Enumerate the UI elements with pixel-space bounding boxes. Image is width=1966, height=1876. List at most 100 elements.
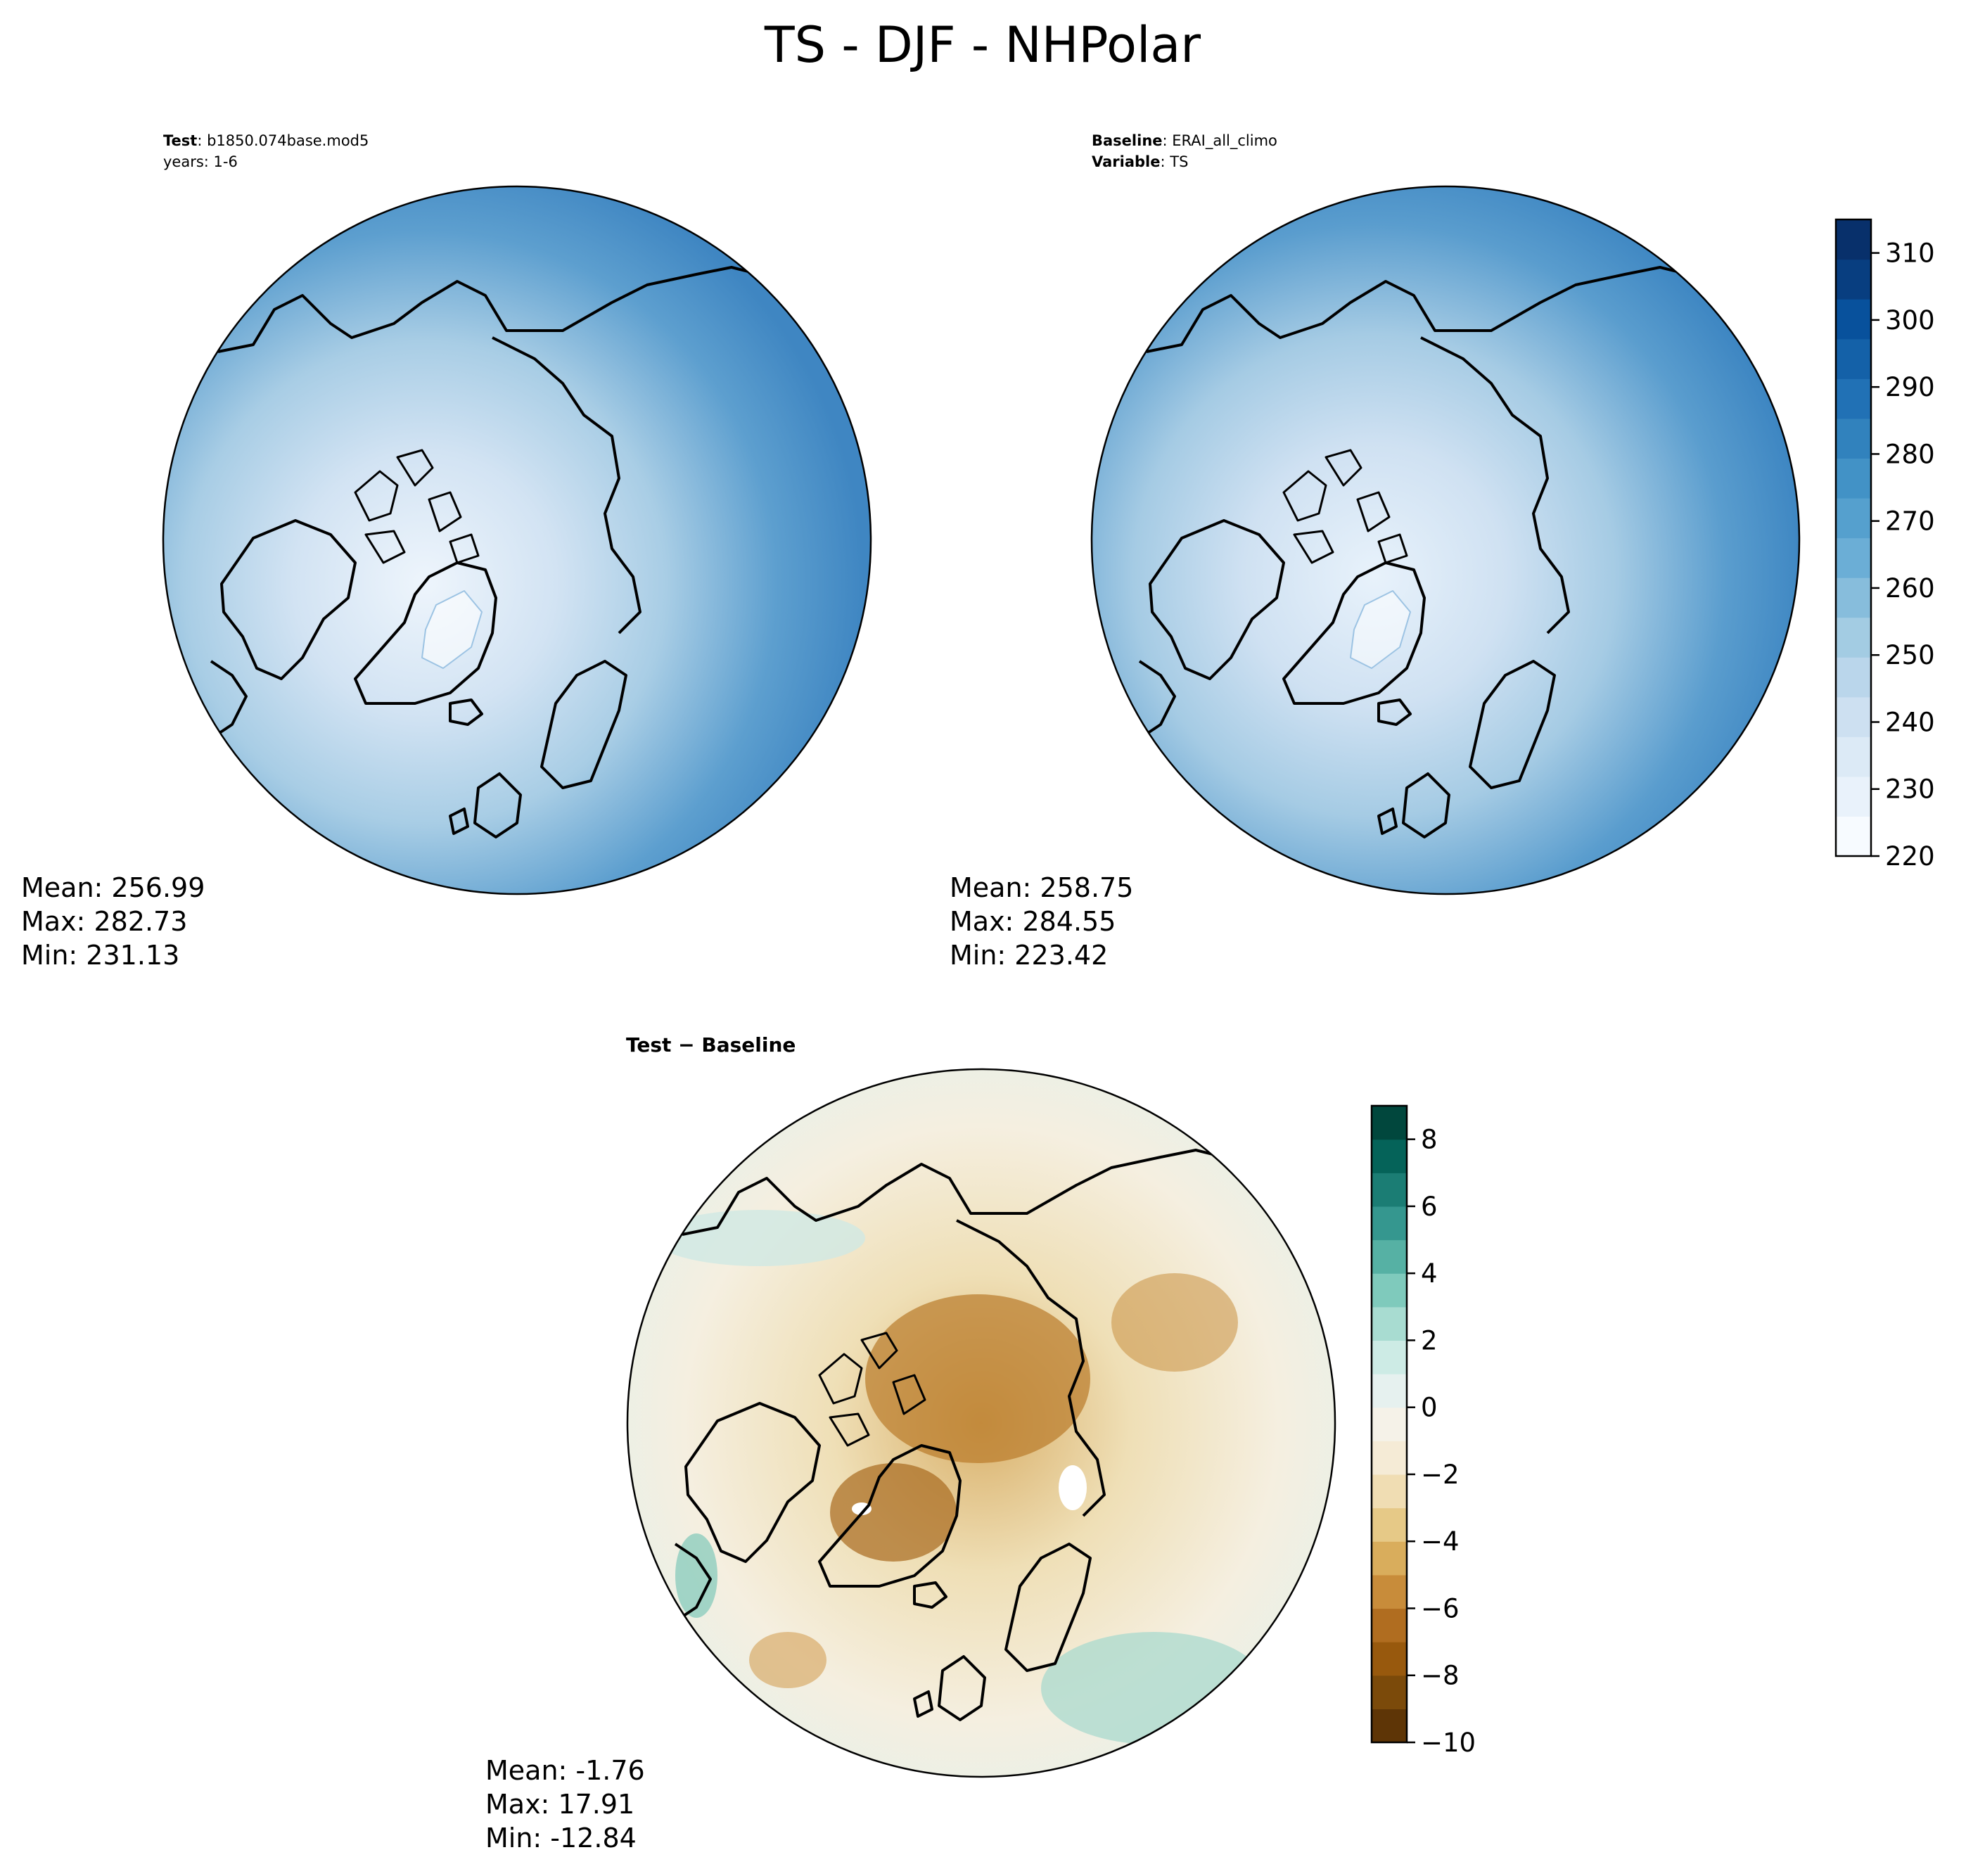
- diff-colorbar-band: [1372, 1474, 1407, 1509]
- diff-colorbar-band: [1372, 1709, 1407, 1743]
- baseline-greenland-interior: [1350, 590, 1411, 669]
- abs-colorbar-tick-label: 300: [1885, 305, 1935, 336]
- diff-stats-min: Min: -12.84: [485, 1823, 637, 1853]
- diff-missing-region: [1059, 1465, 1087, 1510]
- abs-colorbar-band: [1836, 458, 1871, 499]
- diff-warm-anomaly: [675, 1533, 717, 1618]
- diff-cold-anomaly: [865, 1294, 1090, 1463]
- abs-colorbar-tick-label: 290: [1885, 372, 1935, 402]
- figure-title: TS - DJF - NHPolar: [764, 16, 1201, 74]
- baseline-meta-line2: Variable: TS: [1092, 153, 1188, 170]
- baseline-archipelago: [1282, 449, 1408, 564]
- diff-colorbar-band: [1372, 1374, 1407, 1408]
- abs-colorbar-frame: [1834, 218, 1872, 857]
- diff-cold-anomaly: [1111, 1273, 1238, 1372]
- abs-colorbar-band: [1836, 617, 1871, 658]
- abs-colorbar-tick-label: 240: [1885, 707, 1935, 737]
- diff-subtitle: Test − Baseline: [626, 1033, 796, 1057]
- diff-colorbar-tick-label: −6: [1421, 1593, 1460, 1623]
- test-greenland-coast: [354, 561, 497, 705]
- test-iceland-coast: [449, 698, 483, 726]
- diff-alaska-coast: [674, 1543, 712, 1623]
- diff-colorbar-tick-label: 0: [1421, 1393, 1438, 1423]
- diff-colorbar-tick-label: 4: [1421, 1258, 1438, 1289]
- abs-colorbar: 220 230 240 250 260 270 280 290 300 310: [1834, 218, 1935, 872]
- baseline-map: [1090, 185, 1801, 895]
- abs-colorbar-band: [1836, 696, 1871, 737]
- abs-colorbar-band: [1836, 259, 1871, 300]
- test-stats: Mean: 256.99 Max: 282.73 Min: 231.13: [21, 872, 213, 971]
- abs-colorbar-band: [1836, 497, 1871, 539]
- diff-colorbar-tick-label: −8: [1421, 1661, 1460, 1691]
- baseline-canada-coast: [1149, 519, 1285, 680]
- test-stats-max: Max: 282.73: [21, 906, 187, 937]
- baseline-stats-min: Min: 223.42: [950, 940, 1108, 971]
- abs-colorbar-band: [1836, 816, 1871, 857]
- abs-colorbar-tick-label: 220: [1885, 841, 1935, 872]
- baseline-map-border: [1090, 185, 1801, 895]
- diff-warm-anomaly: [1041, 1632, 1266, 1744]
- test-map: [162, 185, 872, 895]
- variable-meta-value: TS: [1169, 153, 1188, 170]
- diff-colorbar-tick-label: 2: [1421, 1325, 1438, 1355]
- test-meta-value: b1850.074base.mod5: [207, 132, 369, 149]
- abs-colorbar-band: [1836, 736, 1871, 777]
- abs-colorbar-band: [1836, 537, 1871, 578]
- diff-scandinavia-coast: [1004, 1543, 1092, 1672]
- test-map-border: [162, 185, 872, 895]
- baseline-meta-line1: Baseline: ERAI_all_climo: [1092, 132, 1277, 150]
- diff-colorbar: −10 −8 −6 −4 −2 0 2 4 6 8: [1370, 1104, 1476, 1758]
- abs-colorbar-tick-label: 250: [1885, 640, 1935, 670]
- test-greenland-interior: [421, 590, 483, 669]
- diff-map: [626, 1068, 1336, 1778]
- meta-separator: :: [197, 132, 207, 149]
- test-stats-min: Min: 231.13: [21, 940, 179, 971]
- diff-colorbar-band: [1372, 1239, 1407, 1274]
- diff-stats: Mean: -1.76 Max: 17.91 Min: -12.84: [485, 1755, 653, 1853]
- diff-colorbar-band: [1372, 1642, 1407, 1676]
- diff-colorbar-tick-label: −4: [1421, 1526, 1460, 1557]
- diff-colorbar-band: [1372, 1441, 1407, 1475]
- test-map-field: [163, 186, 871, 894]
- baseline-map-field: [1092, 186, 1799, 894]
- diff-colorbar-band: [1372, 1507, 1407, 1542]
- diff-colorbar-tick-label: 8: [1421, 1125, 1438, 1155]
- diff-colorbar-tick-label: 6: [1421, 1192, 1438, 1222]
- baseline-europe-coast: [1377, 772, 1450, 838]
- baseline-siberia-coast: [1420, 336, 1570, 634]
- diff-colorbar-band: [1372, 1206, 1407, 1241]
- abs-colorbar-band: [1836, 338, 1871, 379]
- test-europe-coast: [449, 772, 522, 838]
- diff-colorbar-band: [1372, 1675, 1407, 1709]
- test-meta-line2: years: 1-6: [163, 153, 238, 170]
- abs-colorbar-band: [1836, 418, 1871, 459]
- variable-meta-key: Variable: [1092, 153, 1160, 170]
- diff-stats-mean: Mean: -1.76: [485, 1755, 645, 1786]
- diff-europe-coast: [913, 1655, 986, 1721]
- abs-colorbar-band: [1836, 219, 1871, 260]
- test-meta-key: Test: [163, 132, 197, 149]
- baseline-meta-key: Baseline: [1092, 132, 1163, 149]
- diff-colorbar-band: [1372, 1139, 1407, 1173]
- abs-colorbar-tick-label: 260: [1885, 573, 1935, 604]
- diff-archipelago: [818, 1332, 926, 1447]
- baseline-stats-max: Max: 284.55: [950, 906, 1116, 937]
- meta-separator: :: [1163, 132, 1173, 149]
- abs-colorbar-band: [1836, 776, 1871, 817]
- diff-greenland-coast: [818, 1444, 962, 1588]
- diff-colorbar-band: [1372, 1541, 1407, 1576]
- test-stats-mean: Mean: 256.99: [21, 872, 205, 903]
- diff-colorbar-band: [1372, 1340, 1407, 1374]
- test-alaska-coast: [210, 660, 248, 740]
- diff-cold-anomaly: [749, 1632, 826, 1688]
- test-meta-line1: Test: b1850.074base.mod5: [163, 132, 369, 149]
- diff-siberia-coast: [956, 1219, 1106, 1517]
- diff-colorbar-tick-label: −10: [1421, 1728, 1476, 1758]
- baseline-eurasia-coast: [1146, 266, 1703, 353]
- diff-stats-max: Max: 17.91: [485, 1789, 634, 1820]
- diff-iceland-coast: [913, 1581, 947, 1609]
- abs-colorbar-tick-label: 310: [1885, 238, 1935, 269]
- abs-colorbar-band: [1836, 378, 1871, 419]
- diff-eurasia-coast: [682, 1149, 1239, 1236]
- diff-colorbar-band: [1372, 1273, 1407, 1308]
